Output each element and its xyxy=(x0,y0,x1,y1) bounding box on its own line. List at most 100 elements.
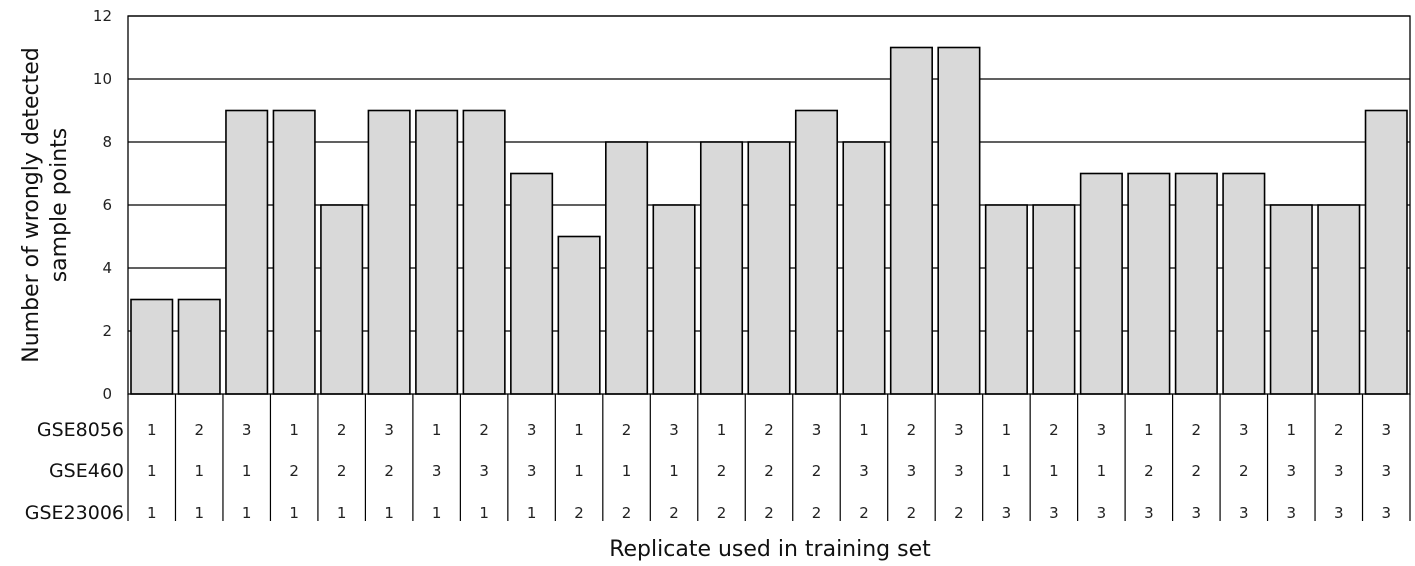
table-cell: 1 xyxy=(669,462,679,480)
y-tick-label: 8 xyxy=(102,133,112,151)
y-tick-label: 0 xyxy=(102,385,112,403)
table-cell: 1 xyxy=(717,421,727,439)
table-cell: 3 xyxy=(1381,504,1391,522)
bar xyxy=(510,172,554,395)
table-cell: 2 xyxy=(1192,421,1202,439)
table-cell: 3 xyxy=(1334,462,1344,480)
table-cell: 3 xyxy=(859,462,869,480)
y-tick-labels: 0 2 4 6 8 10 12 xyxy=(93,7,112,403)
table-cell: 1 xyxy=(289,421,299,439)
y-tick-label: 6 xyxy=(102,196,112,214)
table-cell: 2 xyxy=(764,421,774,439)
bar xyxy=(842,141,886,395)
table-cell: 3 xyxy=(1192,504,1202,522)
replicate-table: GSE8056 1 2 3 1 2 3 1 2 3 1 2 3 1 2 3 1 2 3 1 2 3 1 2 3 1 2 3 GSE460… xyxy=(25,394,1411,524)
table-cell: 3 xyxy=(527,421,537,439)
table-cell: 2 xyxy=(812,504,822,522)
table-cell: 3 xyxy=(432,462,442,480)
table-cell: 1 xyxy=(242,504,252,522)
bar xyxy=(130,298,174,395)
bar xyxy=(1174,172,1218,395)
table-cell: 2 xyxy=(717,504,727,522)
bar xyxy=(415,109,459,395)
bar xyxy=(320,204,364,395)
bar xyxy=(1127,172,1171,395)
table-cell: 1 xyxy=(859,421,869,439)
table-cell: 1 xyxy=(1287,421,1297,439)
table-cell: 1 xyxy=(432,421,442,439)
table-cell: 1 xyxy=(194,504,204,522)
table-cell: 3 xyxy=(1287,504,1297,522)
table-cell: 1 xyxy=(574,462,584,480)
bar xyxy=(367,109,411,395)
bar xyxy=(272,109,316,395)
table-cell: 3 xyxy=(1381,421,1391,439)
table-cell: 1 xyxy=(527,504,537,522)
table-cell: 3 xyxy=(1381,462,1391,480)
table-cell: 1 xyxy=(1002,462,1012,480)
table-cell: 2 xyxy=(337,462,347,480)
bar xyxy=(699,141,744,395)
table-cell: 2 xyxy=(812,462,822,480)
y-tick-label: 4 xyxy=(102,259,112,277)
table-cell: 2 xyxy=(289,462,299,480)
y-axis-label-line: sample points xyxy=(47,128,72,283)
table-cell: 3 xyxy=(954,421,964,439)
table-row-label: GSE23006 xyxy=(25,502,124,524)
bar xyxy=(1222,172,1266,395)
bar xyxy=(984,204,1028,395)
bars xyxy=(130,46,1408,395)
table-cell: 2 xyxy=(669,504,679,522)
y-axis-label-line: Number of wrongly detected xyxy=(19,47,44,363)
table-cell: 3 xyxy=(527,462,537,480)
table-cell: 1 xyxy=(289,504,299,522)
table-cell: 2 xyxy=(717,462,727,480)
bar xyxy=(794,109,839,395)
bar xyxy=(225,109,269,395)
x-axis-label: Replicate used in training set xyxy=(609,537,931,562)
table-cell: 2 xyxy=(1192,462,1202,480)
table-cell: 1 xyxy=(574,421,584,439)
bar xyxy=(462,109,506,395)
table-cell: 3 xyxy=(384,421,394,439)
table-cell: 2 xyxy=(907,504,917,522)
table-cell: 3 xyxy=(1144,504,1154,522)
table-cell: 3 xyxy=(907,462,917,480)
table-cell: 1 xyxy=(622,462,632,480)
table-cell: 2 xyxy=(954,504,964,522)
bar xyxy=(177,298,221,395)
plot-frame xyxy=(127,15,1411,395)
table-cell: 1 xyxy=(147,504,157,522)
table-cell: 1 xyxy=(479,504,489,522)
table-cell: 3 xyxy=(812,421,822,439)
table-cell: 3 xyxy=(1287,462,1297,480)
table-cell: 2 xyxy=(337,421,347,439)
y-tick-label: 10 xyxy=(93,70,112,88)
table-cell: 2 xyxy=(384,462,394,480)
table-cell: 1 xyxy=(384,504,394,522)
table-cell: 2 xyxy=(1049,421,1059,439)
y-tick-label: 12 xyxy=(93,7,112,25)
bar xyxy=(1079,172,1123,395)
table-cell: 1 xyxy=(194,462,204,480)
bar xyxy=(889,46,933,395)
table-cell: 3 xyxy=(479,462,489,480)
bar xyxy=(1364,109,1408,395)
table-cell: 3 xyxy=(669,421,679,439)
table-cell: 3 xyxy=(242,421,252,439)
bar xyxy=(605,141,649,395)
bar xyxy=(747,141,791,395)
table-cell: 3 xyxy=(1239,421,1249,439)
table-cell: 2 xyxy=(859,504,869,522)
table-cell: 2 xyxy=(1239,462,1249,480)
table-cell: 2 xyxy=(194,421,204,439)
y-axis-label: Number of wrongly detected sample points xyxy=(19,47,72,363)
table-cell: 3 xyxy=(1334,504,1344,522)
table-cell: 2 xyxy=(479,421,489,439)
bar xyxy=(652,204,696,395)
table-cell: 2 xyxy=(764,462,774,480)
bar xyxy=(1317,204,1361,395)
table-row-label: GSE460 xyxy=(49,460,124,482)
table-cell: 1 xyxy=(147,462,157,480)
